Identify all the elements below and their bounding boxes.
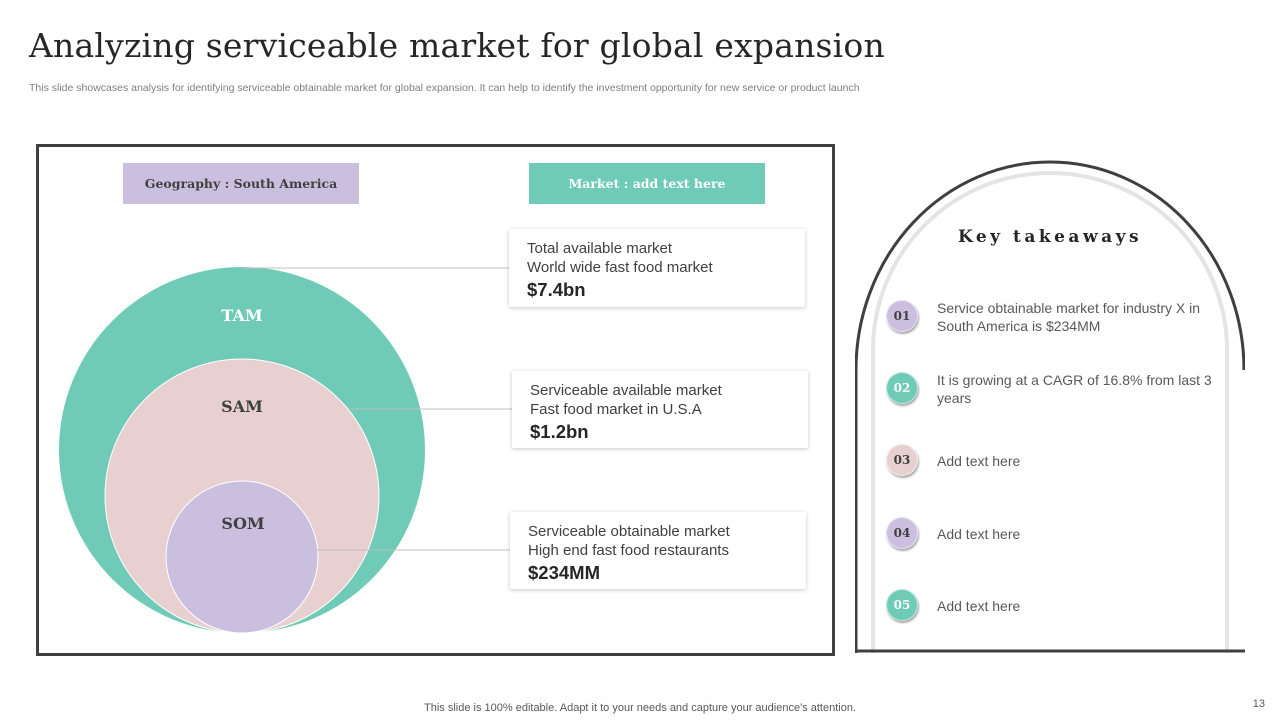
sam-card-title: Serviceable available market (530, 382, 722, 399)
takeaway-text-03: Add text here (937, 453, 1021, 469)
sam-label: SAM (221, 397, 263, 416)
som-circle (165, 480, 319, 634)
sam-card-value: $1.2bn (530, 421, 589, 442)
takeaway-text-04: Add text here (937, 526, 1021, 542)
som-card-value: $234MM (528, 562, 600, 583)
market-analysis-panel (36, 144, 835, 656)
tam-card-value: $7.4bn (527, 279, 586, 300)
arch-outline (855, 160, 1245, 653)
som-card-desc: High end fast food restaurants (528, 542, 729, 559)
sam-card-desc: Fast food market in U.S.A (530, 401, 702, 418)
footer-note: This slide is 100% editable. Adapt it to… (424, 702, 856, 714)
tam-label: TAM (221, 306, 263, 325)
som-label: SOM (221, 514, 265, 533)
som-card-title: Serviceable obtainable market (528, 523, 730, 540)
sam-card: Serviceable available market Fast food m… (512, 371, 808, 448)
takeaway-text-02: It is growing at a CAGR of 16.8% from la… (937, 372, 1212, 406)
tam-card-title: Total available market (527, 240, 673, 257)
takeaways-title: Key takeaways (957, 227, 1143, 247)
geography-chip: Geography : South America (123, 163, 359, 204)
som-card: Serviceable obtainable market High end f… (510, 512, 806, 589)
takeaway-text-01: Service obtainable market for industry X… (937, 300, 1201, 334)
page-subtitle: This slide showcases analysis for identi… (29, 82, 860, 94)
page-title: Analyzing serviceable market for global … (29, 26, 885, 65)
tam-card: Total available market World wide fast f… (509, 229, 805, 307)
takeaway-number-01: 01 (886, 300, 918, 332)
takeaway-number-04: 04 (886, 517, 918, 549)
takeaway-number-05: 05 (886, 589, 918, 621)
arch-shadow (871, 171, 1229, 653)
takeaway-number-03: 03 (886, 444, 918, 476)
market-chip: Market : add text here (529, 163, 765, 204)
takeaway-number-02: 02 (886, 372, 918, 404)
takeaway-text-05: Add text here (937, 598, 1021, 614)
takeaways-arch (855, 160, 1245, 653)
tam-card-desc: World wide fast food market (527, 259, 713, 276)
page-number: 13 (1252, 698, 1265, 710)
